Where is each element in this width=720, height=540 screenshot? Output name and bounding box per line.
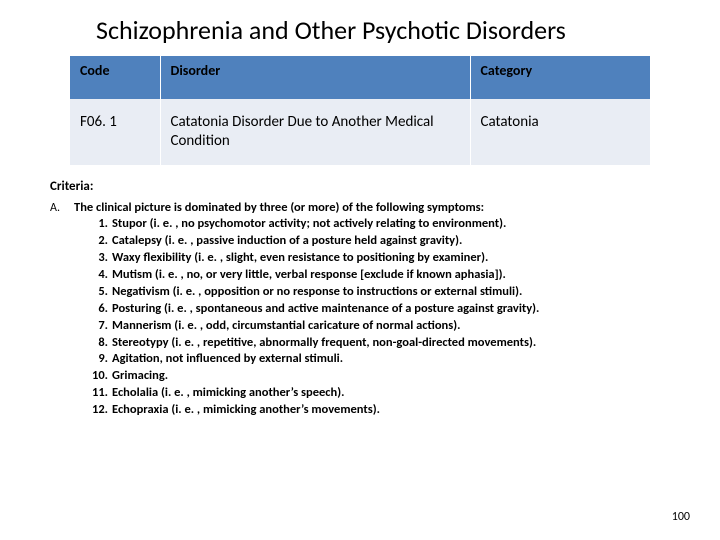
criteria-label: Criteria: — [0, 165, 720, 200]
criterion-list: 1.Stupor (i. e. , no psychomotor activit… — [50, 216, 670, 419]
list-item: 5.Negativism (i. e. , opposition or no r… — [90, 284, 670, 301]
criteria-block: A. The clinical picture is dominated by … — [0, 200, 720, 419]
table-header-row: Code Disorder Category — [70, 56, 650, 99]
cell-code: F06. 1 — [70, 99, 160, 165]
list-item: 6.Posturing (i. e. , spontaneous and act… — [90, 301, 670, 318]
table-header-code: Code — [70, 56, 160, 99]
list-item: 3.Waxy flexibility (i. e. , slight, even… — [90, 250, 670, 267]
list-item: 8.Stereotypy (i. e. , repetitive, abnorm… — [90, 335, 670, 352]
list-item: 1.Stupor (i. e. , no psychomotor activit… — [90, 216, 670, 233]
list-item: 7.Mannerism (i. e. , odd, circumstantial… — [90, 318, 670, 335]
page-number: 100 — [672, 510, 690, 524]
criterion-letter: A. — [50, 200, 66, 215]
list-item: 12.Echopraxia (i. e. , mimicking another… — [90, 402, 670, 419]
disorder-table: Code Disorder Category F06. 1 Catatonia … — [70, 56, 650, 165]
list-item: 4.Mutism (i. e. , no, or very little, ve… — [90, 267, 670, 284]
list-item: 11.Echolalia (i. e. , mimicking another’… — [90, 385, 670, 402]
page-title: Schizophrenia and Other Psychotic Disord… — [0, 0, 720, 56]
table-header-disorder: Disorder — [160, 56, 470, 99]
list-item: 10.Grimacing. — [90, 368, 670, 385]
criterion-intro: The clinical picture is dominated by thr… — [74, 200, 484, 217]
list-item: 2.Catalepsy (i. e. , passive induction o… — [90, 233, 670, 250]
list-item: 9.Agitation, not influenced by external … — [90, 351, 670, 368]
cell-disorder: Catatonia Disorder Due to Another Medica… — [160, 99, 470, 165]
table-row: F06. 1 Catatonia Disorder Due to Another… — [70, 99, 650, 165]
table-header-category: Category — [470, 56, 650, 99]
cell-category: Catatonia — [470, 99, 650, 165]
